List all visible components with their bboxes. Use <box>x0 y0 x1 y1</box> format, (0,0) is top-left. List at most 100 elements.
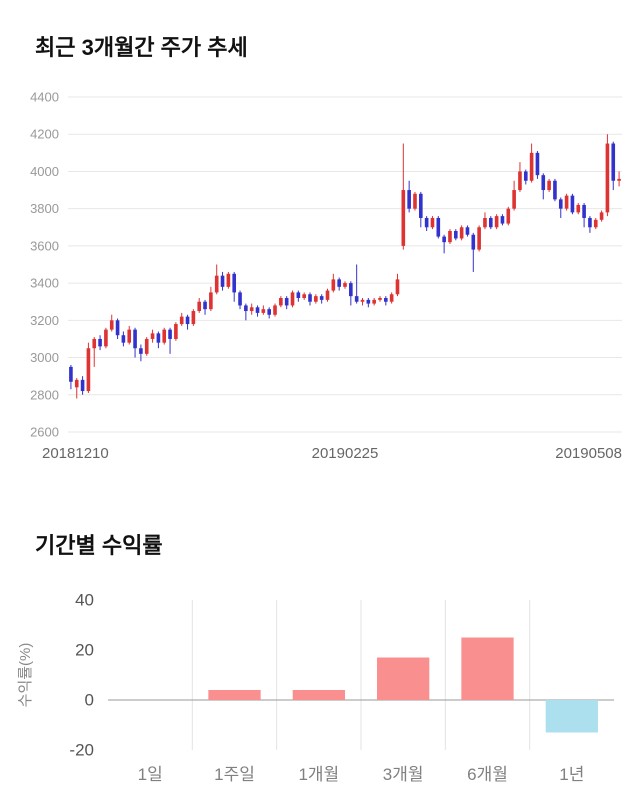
y-tick-label: 40 <box>75 591 94 610</box>
returns-chart-title: 기간별 수익률 <box>35 533 163 558</box>
candle-body <box>500 216 505 224</box>
candle-body <box>109 320 114 330</box>
candle-body <box>121 335 126 343</box>
candle-body <box>168 329 172 339</box>
candle-body <box>442 236 446 243</box>
candle-body <box>582 204 586 218</box>
candle-body <box>203 301 207 310</box>
candle-body <box>541 175 546 191</box>
x-tick-label: 20181210 <box>42 445 109 462</box>
candle-body <box>150 333 155 339</box>
price-chart-title: 최근 3개월간 주가 추세 <box>35 35 248 60</box>
candle-body <box>191 311 196 325</box>
candle-body <box>261 309 266 313</box>
candle-body <box>611 143 616 181</box>
candle-body <box>337 279 341 287</box>
candle-body <box>308 294 312 302</box>
candle-body <box>588 217 592 228</box>
candle-body <box>605 143 610 213</box>
returns-bar-chart: -20 0 20 40 1일 1주일 1개월 3개월 6개월 1년 수익률(%) <box>17 591 614 784</box>
category-label: 1년 <box>559 765 584 784</box>
y-axis-label: 수익률(%) <box>17 643 34 708</box>
return-bar <box>461 637 514 700</box>
candle-body <box>401 190 406 246</box>
candle-body <box>576 204 581 213</box>
return-bar <box>545 700 598 733</box>
candle-body <box>325 290 330 300</box>
x-tick-label: 20190225 <box>312 445 379 462</box>
category-label: 1개월 <box>298 765 339 784</box>
candle-body <box>366 299 371 304</box>
candle-body <box>74 379 79 388</box>
candle-body <box>244 305 248 312</box>
candle-body <box>92 338 97 349</box>
candle-body <box>518 171 522 191</box>
candle-body <box>436 217 441 237</box>
candle-body <box>424 217 429 228</box>
candle-body <box>238 292 242 306</box>
candle-body <box>273 305 277 315</box>
candle-body <box>384 298 388 302</box>
candle-body <box>395 279 400 295</box>
candle-body <box>232 273 237 293</box>
y-tick-label: 4400 <box>30 90 59 105</box>
candle-body <box>349 283 353 297</box>
category-label: 1일 <box>138 765 163 784</box>
candle-body <box>226 273 231 287</box>
candle-body <box>133 329 137 349</box>
candle-body <box>127 329 132 343</box>
candle-body <box>389 294 394 302</box>
candle-body <box>343 283 347 287</box>
candle-body <box>209 292 213 310</box>
candle-body <box>564 195 569 209</box>
candle-body <box>115 320 120 336</box>
candle-body <box>319 296 324 300</box>
candle-body <box>156 333 161 343</box>
candle-body <box>214 275 219 293</box>
candle-body <box>290 292 295 306</box>
y-tick-label: 3200 <box>30 313 59 328</box>
candle-body <box>98 338 102 347</box>
candle-body <box>179 316 184 325</box>
candle-body <box>465 227 470 235</box>
candle-body <box>372 299 376 304</box>
candle-body <box>279 298 283 306</box>
candle-body <box>220 275 225 287</box>
candle-body <box>197 301 202 312</box>
candle-body <box>599 212 604 220</box>
candle-body <box>69 366 73 382</box>
x-tick-label: 20190508 <box>555 445 622 462</box>
candle-body <box>185 316 190 325</box>
return-bar <box>377 657 430 700</box>
y-tick-label: 3600 <box>30 238 59 253</box>
candle-body <box>302 294 306 298</box>
candle-body <box>296 292 301 298</box>
candle-body <box>139 348 143 354</box>
candle-body <box>86 348 91 392</box>
candle-body <box>174 324 178 339</box>
candle-body <box>314 296 318 302</box>
y-tick-label: -20 <box>69 741 94 760</box>
candle-body <box>488 217 493 228</box>
candle-body <box>523 171 528 181</box>
candle-body <box>284 298 289 306</box>
candle-body <box>570 195 575 213</box>
candle-body <box>448 231 452 243</box>
y-tick-label: 4000 <box>30 164 59 179</box>
return-bar <box>208 690 261 700</box>
candle-body <box>144 338 149 354</box>
y-tick-label: 3400 <box>30 276 59 291</box>
candle-body <box>249 307 254 312</box>
y-tick-label: 3000 <box>30 350 59 365</box>
candle-body <box>558 199 563 209</box>
candle-body <box>529 152 534 181</box>
candle-body <box>419 193 423 218</box>
candle-body <box>535 152 540 176</box>
candle-body <box>331 279 336 291</box>
category-label: 3개월 <box>383 765 424 784</box>
y-tick-label: 2600 <box>30 425 59 440</box>
candle-body <box>617 178 621 181</box>
price-candlestick-chart: 2600 2800 3000 3200 3400 3600 3800 4000 4200 4400… <box>30 90 622 462</box>
candle-body <box>413 193 417 209</box>
candle-body <box>267 309 271 315</box>
